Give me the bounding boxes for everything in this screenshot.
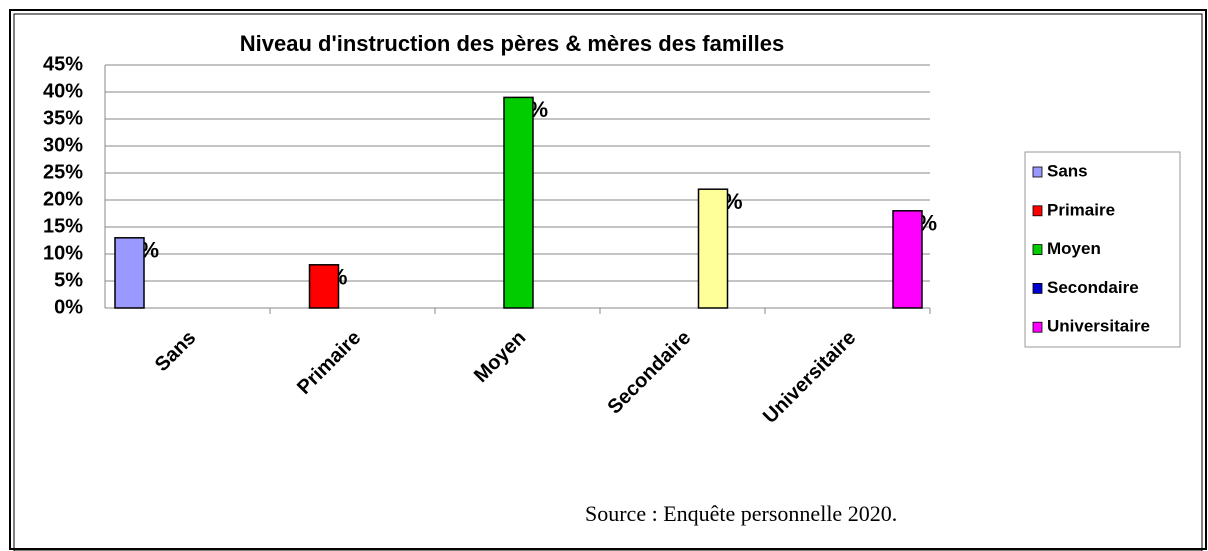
y-tick-label: 35%: [43, 107, 83, 129]
legend-swatch: [1032, 205, 1043, 217]
bar: [892, 210, 923, 309]
legend-swatch: [1032, 244, 1043, 256]
chart-title: Niveau d'instruction des pères & mères d…: [240, 31, 784, 56]
legend-label: Primaire: [1047, 200, 1115, 219]
y-tick-label: 25%: [43, 161, 83, 183]
bar: [308, 264, 340, 309]
y-tick-label: 15%: [43, 215, 83, 237]
frame: [9, 9, 1207, 550]
frame-inner: [13, 13, 1203, 551]
legend-label: Universitaire: [1047, 317, 1150, 336]
source-note: Source : Enquête personnelle 2020.: [585, 501, 897, 526]
bar: [114, 237, 145, 309]
legend-label: Secondaire: [1047, 278, 1139, 297]
y-tick-label: 10%: [43, 242, 83, 264]
bar: [697, 188, 729, 309]
y-tick-label: 0%: [54, 296, 83, 318]
legend-swatch: [1032, 321, 1043, 333]
legend-swatch: [1032, 282, 1043, 294]
legend-box: [1024, 151, 1181, 348]
y-tick-label: 40%: [43, 80, 83, 102]
legend-label: Moyen: [1047, 239, 1101, 258]
y-tick-label: 30%: [43, 134, 83, 156]
legend-label: Sans: [1047, 161, 1088, 180]
bar: [503, 96, 534, 309]
legend-swatch: [1032, 166, 1043, 178]
y-tick-label: 20%: [43, 188, 83, 210]
y-tick-label: 45%: [43, 53, 83, 75]
y-tick-label: 5%: [54, 269, 83, 291]
